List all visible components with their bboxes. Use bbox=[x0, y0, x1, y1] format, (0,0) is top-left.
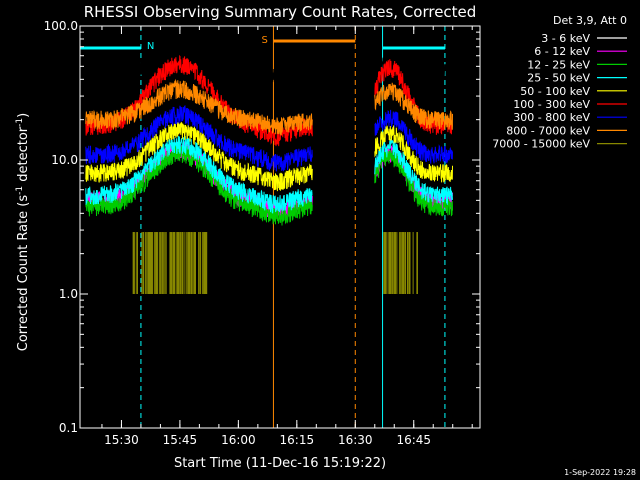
x-tick-label: 16:30 bbox=[338, 433, 373, 447]
legend-label: 800 - 7000 keV bbox=[506, 124, 590, 137]
x-axis-label: Start Time (11-Dec-16 15:19:22) bbox=[174, 456, 386, 471]
legend-label: 6 - 12 keV bbox=[534, 45, 590, 58]
saa-label: S bbox=[261, 35, 267, 46]
series-line-50-100kev-0 bbox=[85, 122, 313, 192]
y-tick-label: 100.0 bbox=[44, 19, 78, 33]
series-line-300-800kev-1 bbox=[374, 109, 453, 164]
y-tick-label: 1.0 bbox=[59, 287, 78, 301]
x-tick-label: 15:45 bbox=[163, 433, 198, 447]
y-tick-label: 10.0 bbox=[51, 153, 78, 167]
timestamp: 1-Sep-2022 19:28 bbox=[564, 468, 636, 477]
series-line-100-300kev-0 bbox=[85, 54, 313, 147]
legend-label: 12 - 25 keV bbox=[527, 58, 590, 71]
chart-title: RHESSI Observing Summary Count Rates, Co… bbox=[84, 3, 477, 21]
series-line-800-7000kev-1 bbox=[374, 82, 453, 130]
x-tick-label: 15:30 bbox=[104, 433, 139, 447]
series-line-25-50kev-1 bbox=[374, 138, 453, 205]
night-label: N bbox=[147, 41, 154, 52]
y-tick-label: 0.1 bbox=[59, 421, 78, 435]
series-line-50-100kev-1 bbox=[374, 125, 453, 183]
series-line-3-6kev-1 bbox=[374, 52, 453, 83]
plot-area: N S 0.1 1.0 10.0 100.0 15:30 15:45 16:00 16:15 16:… bbox=[44, 19, 481, 447]
legend-label: 100 - 300 keV bbox=[513, 98, 590, 111]
legend-title: Det 3,9, Att 0 bbox=[553, 14, 627, 27]
x-tick-label: 16:00 bbox=[221, 433, 256, 447]
series-line-3-6kev-0 bbox=[85, 52, 313, 85]
series-line-7000-15000 bbox=[132, 232, 418, 294]
legend-label: 7000 - 15000 keV bbox=[492, 138, 590, 151]
series-line-12-25kev-1 bbox=[374, 150, 453, 217]
series-line-800-7000kev-0 bbox=[85, 78, 313, 136]
legend-label: 300 - 800 keV bbox=[513, 111, 590, 124]
x-tick-label: 16:45 bbox=[396, 433, 431, 447]
series-line-300-800kev-0 bbox=[85, 105, 313, 172]
legend-label: 3 - 6 keV bbox=[541, 32, 590, 45]
series-line-12-25kev-0 bbox=[85, 145, 313, 226]
y-axis-label: Corrected Count Rate (s-1 detector-1) bbox=[15, 113, 31, 351]
plot-frame bbox=[79, 25, 481, 429]
legend-label: 50 - 100 keV bbox=[520, 85, 590, 98]
x-tick-label: 16:15 bbox=[280, 433, 315, 447]
series-line-25-50kev-0 bbox=[85, 135, 313, 214]
legend-label: 25 - 50 keV bbox=[527, 72, 590, 85]
